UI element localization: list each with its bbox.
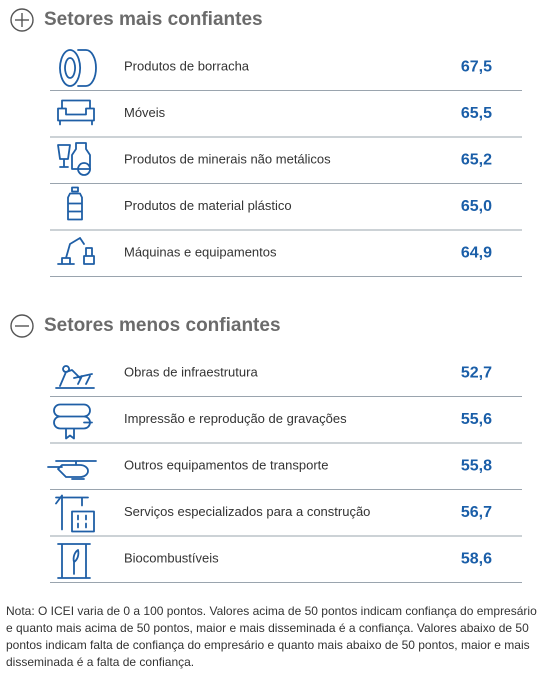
icon <box>57 237 95 265</box>
row-icon <box>57 99 95 126</box>
icon <box>67 186 83 221</box>
row-label: Máquinas e equipamentos <box>124 245 277 260</box>
row-label: Impressão e reprodução de gravações <box>124 411 347 426</box>
row-value: 58,6 <box>461 550 492 567</box>
row-icon <box>59 49 97 87</box>
icon <box>53 403 93 440</box>
row-label: Produtos de borracha <box>124 59 250 74</box>
row-value: 65,0 <box>461 198 492 215</box>
row-icon <box>57 543 91 579</box>
icon <box>59 49 97 87</box>
row-label: Outros equipamentos de transporte <box>124 458 329 473</box>
row-value: 65,5 <box>461 105 492 122</box>
icon <box>57 99 95 126</box>
section-title: Setores menos confiantes <box>44 315 281 336</box>
row-label: Produtos de material plástico <box>124 198 292 213</box>
row-label: Serviços especializados para a construçã… <box>124 504 370 519</box>
icon <box>47 460 97 480</box>
row-value: 67,5 <box>461 58 492 75</box>
row-value: 56,7 <box>461 504 492 521</box>
icon <box>57 142 91 176</box>
row-value: 64,9 <box>461 244 492 261</box>
row-label: Obras de infraestrutura <box>124 365 258 380</box>
row-icon <box>57 237 95 265</box>
row-icon <box>53 403 93 440</box>
row-icon <box>55 494 95 533</box>
icon <box>57 543 91 579</box>
note: Nota: O ICEI varia de 0 a 100 pontos. Va… <box>6 604 537 669</box>
icon <box>55 494 95 533</box>
row-value: 52,7 <box>461 364 492 381</box>
row-icon <box>55 365 95 389</box>
row-icon <box>67 186 83 221</box>
row-label: Biocombustíveis <box>124 551 219 566</box>
row-value: 65,2 <box>461 151 492 168</box>
row-icon <box>57 142 91 176</box>
section-title: Setores mais confiantes <box>44 9 263 30</box>
row-value: 55,8 <box>461 457 492 474</box>
row-value: 55,6 <box>461 411 492 428</box>
sectors-list: Setores mais confiantes Produtos de borra… <box>10 8 522 583</box>
row-icon <box>47 460 97 480</box>
icon <box>55 365 95 389</box>
section-icon <box>10 314 34 338</box>
row-label: Móveis <box>124 105 166 120</box>
row-label: Produtos de minerais não metálicos <box>124 152 331 167</box>
section-icon <box>10 8 34 32</box>
